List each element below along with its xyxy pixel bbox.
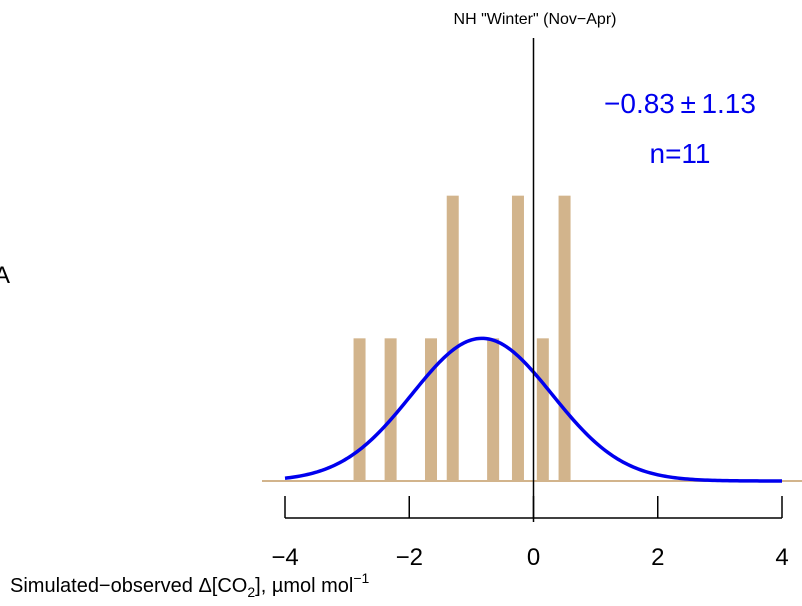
y-axis-label-fragment: A: [0, 262, 10, 289]
histogram-bar: [353, 338, 366, 481]
histogram-bar: [487, 338, 500, 481]
histogram-bar: [536, 338, 549, 481]
x-tick-label: −2: [396, 544, 423, 571]
histogram-bar: [384, 338, 397, 481]
x-axis-label: Simulated−observed Δ[CO2], µmol mol−1: [10, 570, 370, 600]
x-tick-label: 2: [651, 544, 664, 571]
x-tick-label: 4: [775, 544, 788, 571]
x-axis-label-prefix: Simulated−observed Δ[CO: [10, 575, 247, 597]
x-axis-label-superscript: −1: [353, 570, 369, 586]
x-tick-label: 0: [527, 544, 540, 571]
histogram-bar: [446, 195, 459, 481]
x-axis-label-subscript: 2: [247, 584, 255, 600]
histogram-bar: [511, 195, 524, 481]
x-axis-label-middle: ], µmol mol: [255, 575, 353, 597]
n-annotation: n=11: [650, 138, 711, 169]
x-tick-label: −4: [271, 544, 298, 571]
x-axis: −4 −2 0 2 4: [271, 496, 789, 571]
chart-title: NH "Winter" (Nov−Apr): [454, 11, 617, 28]
bars-group: [353, 195, 571, 481]
histogram-bar: [558, 195, 571, 481]
histogram-bar: [424, 338, 437, 481]
stat-annotation: −0.83 ± 1.13: [604, 88, 756, 119]
